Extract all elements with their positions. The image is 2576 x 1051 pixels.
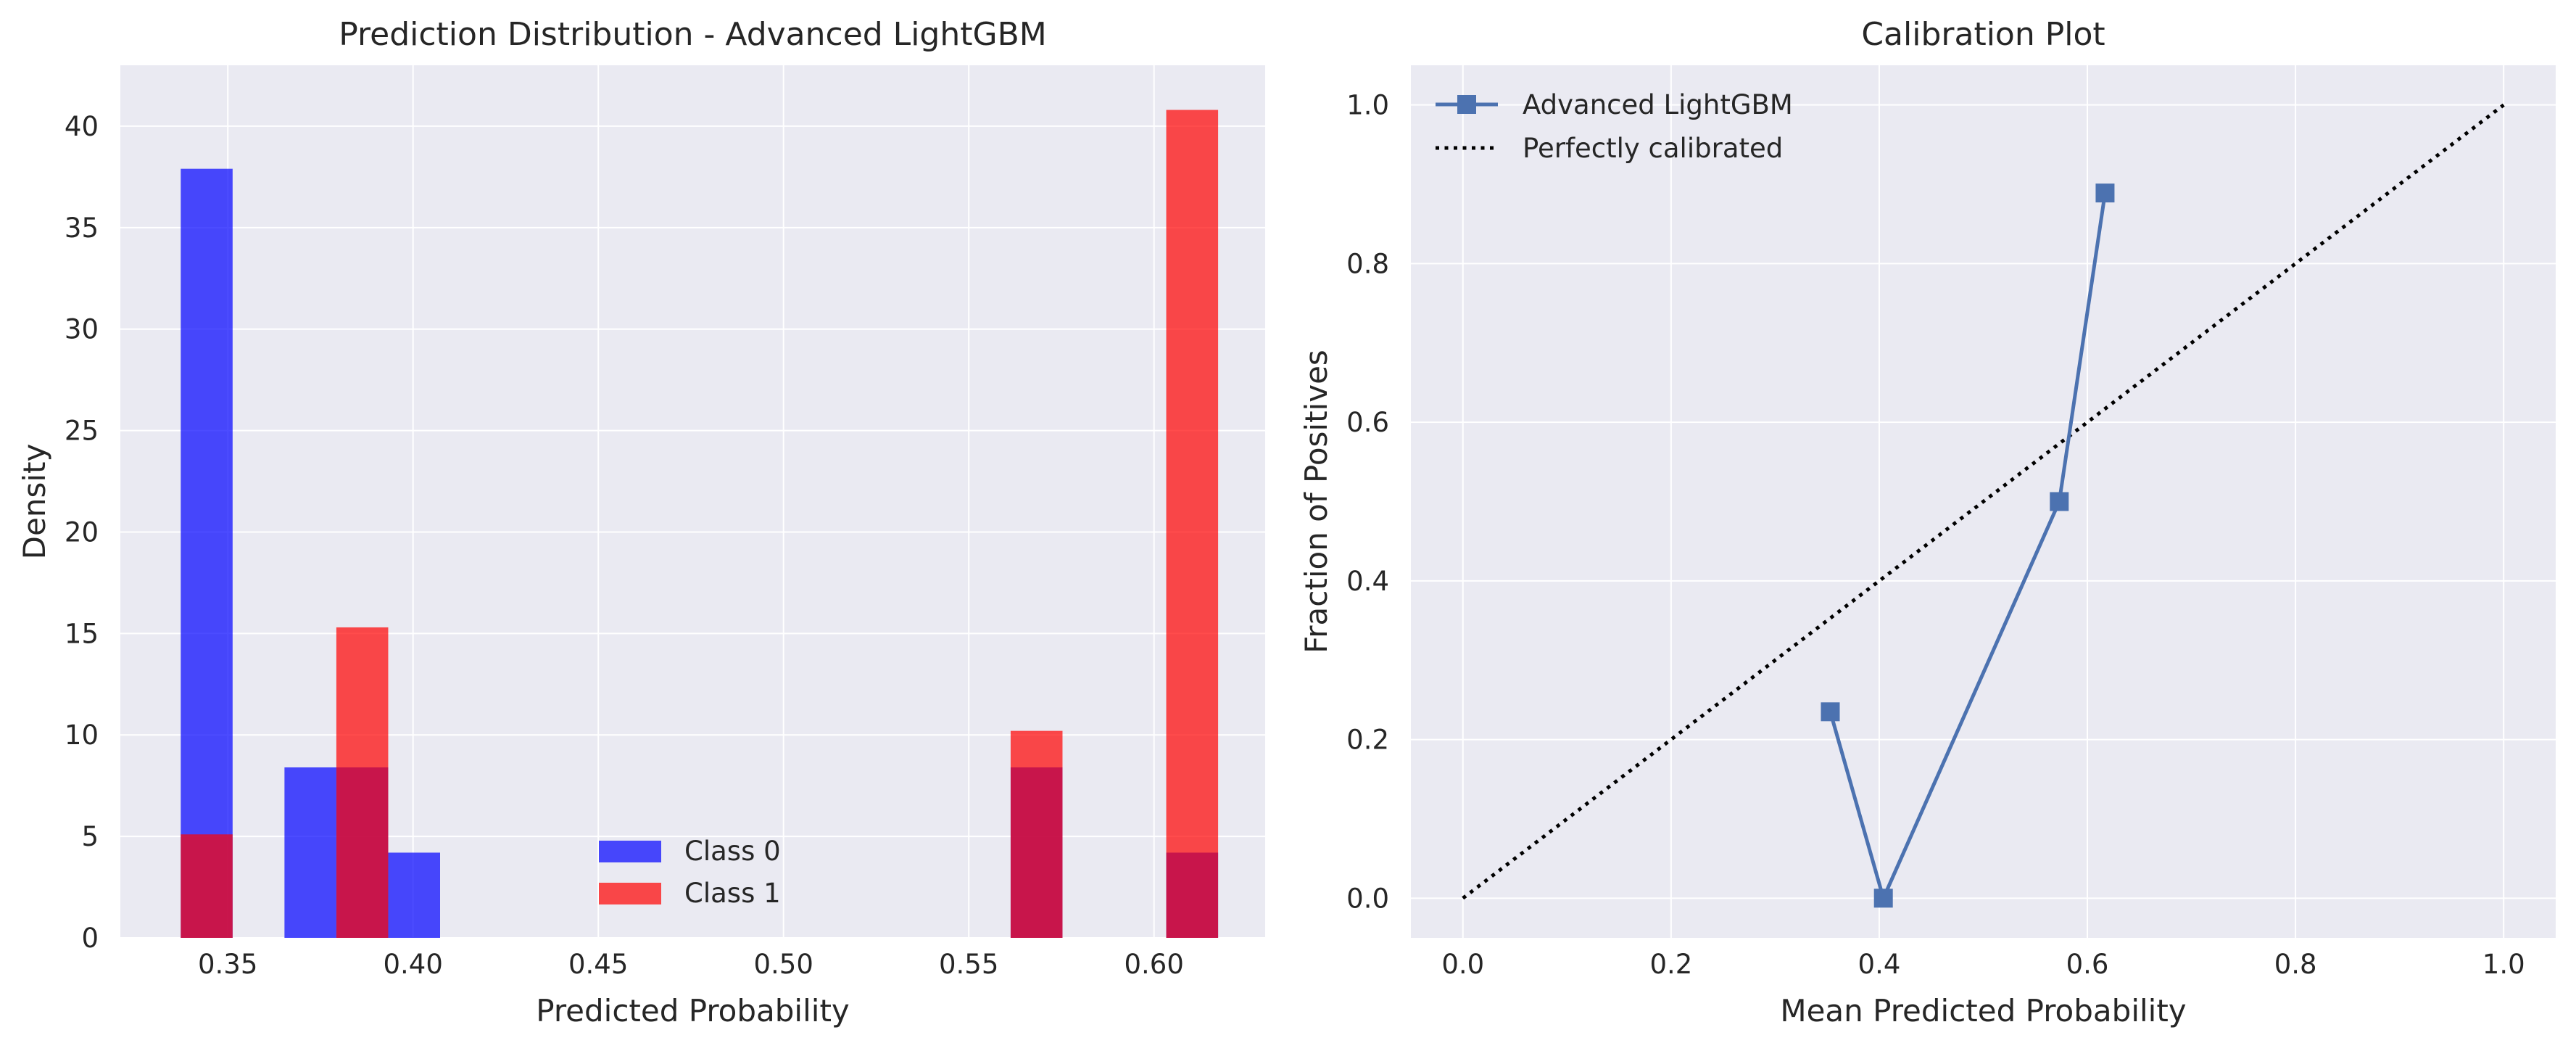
- advanced-lightgbm-line: [1829, 192, 2107, 900]
- histogram-bar-class-1: [336, 627, 389, 938]
- histogram-title: Prediction Distribution - Advanced Light…: [339, 16, 1047, 53]
- histogram-y-tick-label: 40: [65, 111, 99, 142]
- histogram-grid: [120, 65, 1265, 939]
- calibration-x-tick-label: 1.0: [2482, 949, 2525, 980]
- histogram-y-tick-label: 35: [65, 213, 99, 244]
- histogram-x-tick-label: 0.50: [754, 949, 813, 980]
- legend-label-advanced-lightgbm: Advanced LightGBM: [1523, 89, 1793, 120]
- legend-marker-advanced-lightgbm: [1457, 95, 1476, 114]
- calibration-legend: Advanced LightGBM Perfectly calibrated: [1436, 89, 1793, 164]
- histogram-legend: Class 0 Class 1: [599, 836, 781, 909]
- calibration-x-axis-label: Mean Predicted Probability: [1780, 993, 2186, 1029]
- histogram-bars: [181, 110, 1219, 939]
- histogram-y-axis-label: Density: [17, 444, 52, 560]
- calibration-title: Calibration Plot: [1861, 16, 2105, 53]
- calibration-x-tick-label: 0.6: [2066, 949, 2109, 980]
- calibration-lines: [1462, 103, 2505, 908]
- histogram-y-tick-label: 30: [65, 314, 99, 345]
- histogram-x-tick-label: 0.35: [198, 949, 257, 980]
- calibration-x-tick-label: 0.4: [1858, 949, 1901, 980]
- histogram-x-tick-label: 0.60: [1125, 949, 1184, 980]
- histogram-y-tick-label: 10: [65, 720, 99, 751]
- histogram-y-tick-label: 20: [65, 516, 99, 548]
- histogram-y-tick-label: 15: [65, 618, 99, 649]
- legend-swatch-class-1: [599, 883, 661, 904]
- calibration-x-tick-label: 0.2: [1649, 949, 1692, 980]
- histogram-bar-class-0: [388, 852, 440, 938]
- advanced-lightgbm-marker: [1821, 702, 1840, 722]
- legend-label-class-1: Class 1: [684, 878, 781, 909]
- histogram-y-tick-label: 25: [65, 416, 99, 447]
- histogram-bar-class-1: [181, 834, 233, 938]
- calibration-x-tick-label: 0.0: [1441, 949, 1484, 980]
- perfectly-calibrated-line: [1462, 103, 2505, 900]
- histogram-bar-class-0: [181, 168, 233, 938]
- calibration-y-tick-label: 0.2: [1346, 725, 1389, 756]
- calibration-x-tick-label: 0.8: [2274, 949, 2317, 980]
- histogram-bar-class-0: [284, 767, 336, 938]
- calibration-y-tick-label: 0.8: [1346, 248, 1389, 279]
- histogram-panel: 0.35 0.40 0.45 0.50 0.55 0.60 0 5 10 15 20 25 30 35 4…: [17, 16, 1265, 1029]
- advanced-lightgbm-marker: [2050, 492, 2069, 511]
- histogram-x-ticks: 0.35 0.40 0.45 0.50 0.55 0.60: [198, 949, 1184, 980]
- histogram-y-tick-label: 0: [81, 923, 99, 954]
- advanced-lightgbm-marker: [2095, 184, 2115, 203]
- calibration-y-tick-label: 0.6: [1346, 407, 1389, 438]
- histogram-bar-class-1: [1166, 110, 1219, 939]
- calibration-panel: 0.0 0.2 0.4 0.6 0.8 1.0 0.0 0.2 0.4 0.6 0.8 1.0 Ca…: [1299, 16, 2556, 1029]
- legend-label-perfectly-calibrated: Perfectly calibrated: [1523, 133, 1783, 164]
- calibration-y-tick-label: 0.4: [1346, 566, 1389, 597]
- calibration-y-tick-label: 1.0: [1346, 90, 1389, 121]
- calibration-y-ticks: 0.0 0.2 0.4 0.6 0.8 1.0: [1346, 90, 1389, 915]
- histogram-y-tick-label: 5: [81, 821, 99, 852]
- histogram-x-axis-label: Predicted Probability: [536, 993, 850, 1029]
- histogram-y-ticks: 0 5 10 15 20 25 30 35 40: [65, 111, 99, 954]
- calibration-y-tick-label: 0.0: [1346, 883, 1389, 914]
- histogram-x-tick-label: 0.55: [939, 949, 998, 980]
- histogram-bar-class-1: [1010, 730, 1063, 938]
- calibration-x-ticks: 0.0 0.2 0.4 0.6 0.8 1.0: [1441, 949, 2525, 980]
- histogram-x-tick-label: 0.45: [568, 949, 628, 980]
- legend-label-class-0: Class 0: [684, 836, 781, 867]
- calibration-grid: [1411, 65, 2556, 938]
- legend-swatch-class-0: [599, 841, 661, 862]
- calibration-y-axis-label: Fraction of Positives: [1299, 350, 1334, 654]
- advanced-lightgbm-marker: [1873, 889, 1893, 908]
- histogram-x-tick-label: 0.40: [383, 949, 442, 980]
